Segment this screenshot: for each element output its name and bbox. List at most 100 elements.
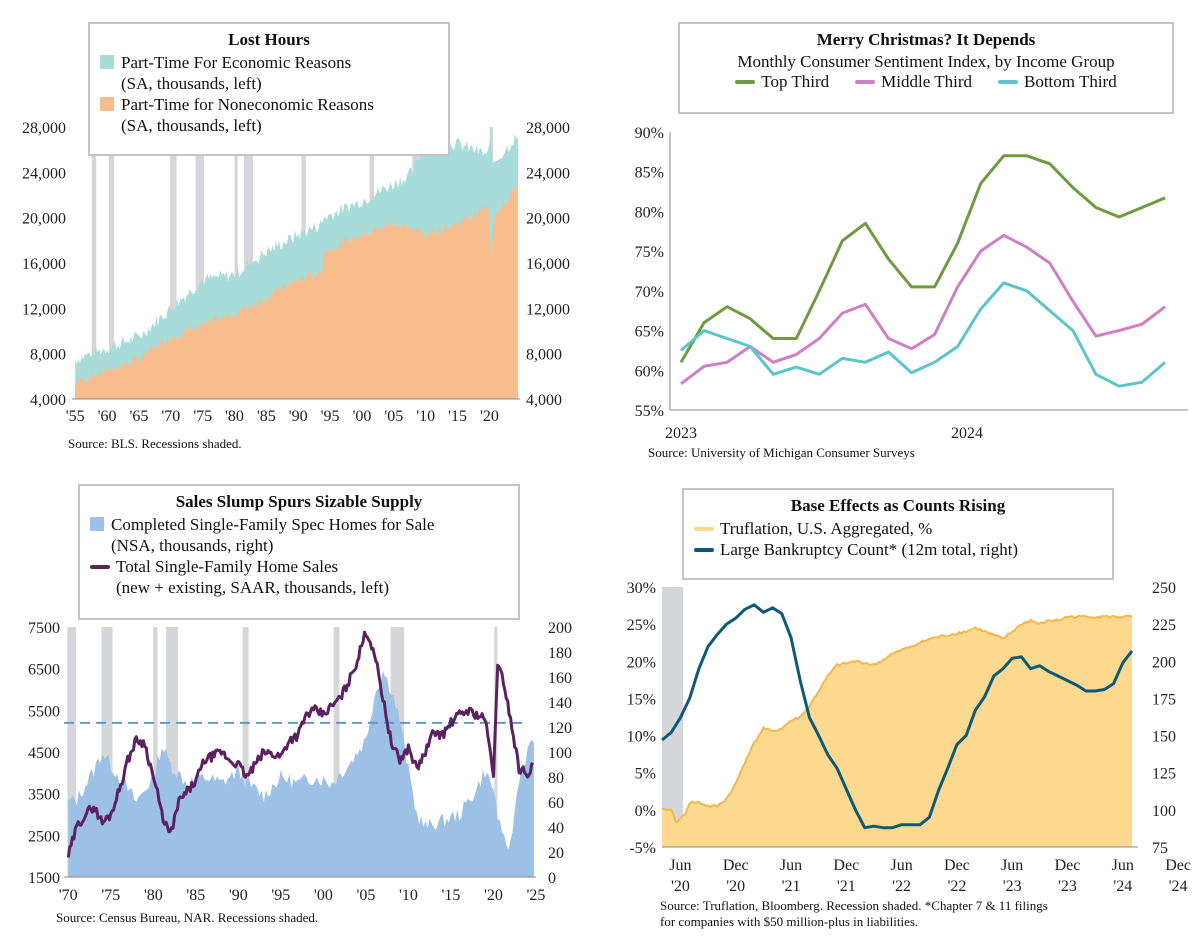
p2-bottom-swatch — [998, 80, 1018, 84]
p3-xtick: '85 — [186, 887, 205, 904]
p4-xtick-month: Jun — [1112, 857, 1134, 874]
p2-ytick: 60% — [635, 363, 664, 380]
p3-spec-label: Completed Single-Family Spec Homes for S… — [111, 515, 435, 534]
p3-sales-detail: (new + existing, SAAR, thousands, left) — [116, 578, 390, 597]
p4-xtick-year: '21 — [782, 878, 801, 895]
p1-economic-label: Part-Time For Economic Reasons — [121, 53, 352, 72]
p1-noneconomic-label: Part-Time for Noneconomic Reasons — [121, 95, 374, 114]
p3-ytick-right: 0 — [548, 870, 556, 887]
p1-recession-band-4 — [234, 127, 238, 399]
p3-xtick: '70 — [59, 887, 78, 904]
p1-xtick: '65 — [129, 408, 148, 425]
p1-recession-band-3 — [195, 127, 204, 399]
p1-recession-band-1 — [108, 127, 115, 399]
p4-xtick-year: '24 — [1169, 878, 1188, 895]
p1-ytick-right: 28,000 — [526, 120, 570, 137]
p1-legend-noneconomic: Part-Time for Noneconomic Reasons (SA, th… — [100, 94, 438, 136]
p4-bankruptcy-label: Large Bankruptcy Count* (12m total, righ… — [720, 540, 1019, 559]
p4-xtick-year: '24 — [1113, 878, 1132, 895]
p3-ytick-left: 6500 — [28, 662, 60, 679]
p1-xtick: '55 — [66, 408, 85, 425]
p4-title: Base Effects as Counts Rising — [790, 496, 1006, 515]
p3-ytick-left: 5500 — [28, 703, 60, 720]
p4-ytick-right: 75 — [1152, 840, 1168, 857]
p4-ytick-right: 175 — [1152, 691, 1176, 708]
p2-ytick: 70% — [635, 284, 664, 301]
p1-ytick-right: 8,000 — [526, 347, 562, 364]
p4-ytick-right: 100 — [1152, 803, 1176, 820]
p3-recession-band-3 — [166, 627, 178, 877]
p3-ytick-right: 100 — [548, 745, 572, 762]
p3-recession-band-0 — [67, 627, 76, 877]
p3-ytick-right: 20 — [548, 845, 564, 862]
p1-economic-detail: (SA, thousands, left) — [121, 74, 262, 93]
p4-xtick-month: Dec — [833, 857, 859, 874]
p2-top-swatch — [735, 80, 756, 84]
p2-subtitle: Monthly Consumer Sentiment Index, by Inc… — [737, 52, 1115, 71]
p1-ytick-right: 4,000 — [526, 392, 562, 409]
p2-middle-third-line — [680, 233, 1167, 385]
p4-ytick-left: 5% — [635, 766, 656, 783]
p4-ytick-right: 250 — [1152, 580, 1176, 597]
p3-ytick-left: 3500 — [28, 787, 60, 804]
p3-xtick: '25 — [527, 887, 546, 904]
p2-legend: Merry Christmas? It Depends Monthly Cons… — [678, 22, 1174, 114]
p4-bankruptcy-line — [661, 603, 1134, 830]
p4-ytick-left: 15% — [627, 691, 656, 708]
p4-truflation-label: Truflation, U.S. Aggregated, % — [720, 519, 933, 538]
p3-ytick-right: 80 — [548, 770, 564, 787]
p1-noneconomic-swatch — [100, 97, 114, 111]
p4-xtick-month: Jun — [890, 857, 912, 874]
p4-legend-bankruptcy: Large Bankruptcy Count* (12m total, righ… — [694, 539, 1102, 560]
p4-source-line1: Source: Truflation, Bloomberg. Recession… — [660, 898, 1048, 913]
p3-sales-swatch — [90, 565, 110, 569]
p3-xtick: '80 — [144, 887, 163, 904]
p2-xtick-2023: 2023 — [665, 425, 697, 442]
p1-xtick: '15 — [448, 408, 467, 425]
p1-xtick: '75 — [193, 408, 212, 425]
p2-ytick: 55% — [635, 403, 664, 420]
p3-ytick-left: 7500 — [28, 620, 60, 637]
p4-xtick-year: '21 — [837, 878, 856, 895]
p2-legend-top: Top Third — [735, 72, 829, 92]
p4-xtick-year: '20 — [726, 878, 745, 895]
p3-ytick-left: 2500 — [28, 828, 60, 845]
p3-xtick: '75 — [101, 887, 120, 904]
p1-ytick-left: 28,000 — [22, 120, 66, 137]
p4-truflation-swatch — [694, 527, 714, 531]
p3-ytick-left: 4500 — [28, 745, 60, 762]
p1-legend-economic: Part-Time For Economic Reasons (SA, thous… — [100, 52, 438, 94]
p3-recession-band-5 — [333, 627, 340, 877]
p3-xtick: '20 — [484, 887, 503, 904]
p3-spec-homes-area — [68, 670, 534, 877]
p4-xtick-year: '23 — [1003, 878, 1022, 895]
p1-noneconomic-area — [75, 184, 519, 399]
p4-ytick-right: 125 — [1152, 766, 1176, 783]
p2-top-third-line — [679, 154, 1166, 364]
p3-xtick: '10 — [399, 887, 418, 904]
p1-title: Lost Hours — [228, 30, 310, 49]
p1-recession-band-2 — [170, 127, 177, 399]
p4-xtick-month: Dec — [1055, 857, 1081, 874]
p2-legend-items: Top Third Middle Third Bottom Third — [688, 72, 1164, 92]
p1-ytick-left: 4,000 — [30, 392, 66, 409]
p3-xtick: '90 — [229, 887, 248, 904]
p3-xtick: '15 — [442, 887, 461, 904]
p1-source: Source: BLS. Recessions shaded. — [68, 436, 242, 451]
p1-ytick-right: 12,000 — [526, 301, 570, 318]
p4-xtick-month: Dec — [944, 857, 970, 874]
p1-ytick-left: 12,000 — [22, 301, 66, 318]
p1-xtick: '70 — [161, 408, 180, 425]
p3-home-sales-line — [66, 630, 535, 858]
p3-legend-spec: Completed Single-Family Spec Homes for S… — [90, 514, 508, 556]
p4-ytick-left: 0% — [635, 803, 656, 820]
p3-ytick-right: 160 — [548, 670, 572, 687]
p4-ytick-left: 30% — [627, 580, 656, 597]
p4-xtick-year: '23 — [1058, 878, 1077, 895]
p4-xtick-month: Dec — [723, 857, 749, 874]
p4-xtick-month: Jun — [1001, 857, 1023, 874]
p4-xtick-year: '20 — [671, 878, 690, 895]
p1-recession-band-5 — [244, 127, 253, 399]
p3-ytick-right: 40 — [548, 820, 564, 837]
